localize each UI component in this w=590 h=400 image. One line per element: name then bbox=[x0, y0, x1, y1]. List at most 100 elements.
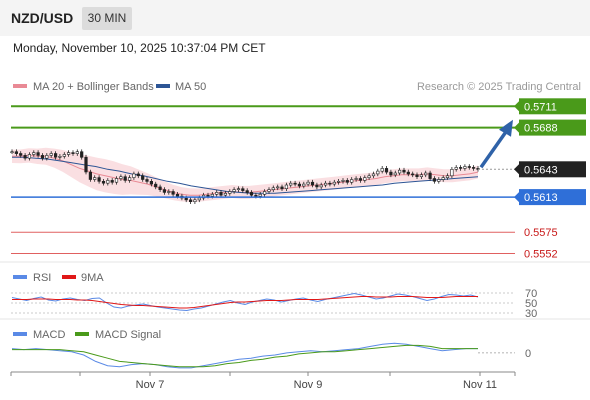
candle-body bbox=[319, 184, 323, 188]
ma20-legend-label: MA 20 + Bollinger Bands bbox=[33, 81, 154, 93]
support-value: 0.5613 bbox=[524, 192, 558, 204]
candle-body bbox=[19, 153, 23, 156]
resistance-tag bbox=[519, 98, 586, 115]
candle-body bbox=[289, 182, 293, 186]
candle-body bbox=[23, 155, 27, 159]
candle-body bbox=[437, 179, 441, 182]
x-tick-label: Nov 11 bbox=[463, 379, 497, 391]
candle-body bbox=[345, 180, 349, 183]
candle-body bbox=[40, 155, 45, 159]
last-price-tag bbox=[519, 161, 586, 178]
candle-body bbox=[228, 191, 232, 194]
candle-body bbox=[27, 154, 32, 159]
resistance-tag bbox=[519, 119, 586, 136]
last-price-value: 0.5643 bbox=[524, 164, 558, 176]
candle-body bbox=[154, 183, 158, 188]
candle-body bbox=[97, 177, 101, 182]
candle-body bbox=[276, 186, 280, 189]
candle-body bbox=[467, 166, 471, 168]
candle-body bbox=[384, 168, 389, 173]
candle-body bbox=[354, 178, 358, 180]
candle-body bbox=[315, 184, 319, 188]
candle-body bbox=[141, 175, 145, 180]
candle-body bbox=[310, 181, 315, 186]
candle-body bbox=[424, 172, 428, 176]
candle-body bbox=[215, 192, 219, 195]
candle-body bbox=[367, 175, 371, 179]
symbol-title: NZD/USD bbox=[11, 10, 74, 26]
macd-panel: 0 bbox=[11, 342, 531, 369]
interval-button[interactable]: 30 MIN bbox=[82, 7, 132, 30]
rsi-level-label: 30 bbox=[525, 308, 537, 320]
candle-body bbox=[62, 154, 66, 157]
rsi-legend-label: RSI bbox=[33, 272, 51, 284]
candle-body bbox=[189, 199, 193, 203]
candle-body bbox=[132, 173, 136, 178]
x-tick-label: Nov 9 bbox=[294, 379, 323, 391]
candle-body bbox=[432, 178, 437, 182]
candle-body bbox=[411, 173, 415, 176]
candle-body bbox=[332, 181, 336, 185]
candle-body bbox=[88, 171, 92, 180]
candle-body bbox=[445, 175, 450, 179]
candle-body bbox=[110, 180, 114, 183]
candle-body bbox=[280, 186, 284, 190]
candle-body bbox=[32, 152, 36, 155]
forecast-arrow-head bbox=[499, 119, 513, 137]
candle-body bbox=[350, 179, 354, 183]
candle-body bbox=[219, 192, 223, 196]
candle-body bbox=[49, 153, 53, 156]
candle-body bbox=[106, 180, 110, 184]
ma50-legend-swatch bbox=[156, 84, 170, 88]
candle-body bbox=[267, 189, 271, 192]
pivot-value: 0.5575 bbox=[524, 227, 558, 239]
candle-body bbox=[75, 151, 79, 154]
candle-body bbox=[84, 156, 88, 173]
candle-body bbox=[93, 177, 97, 180]
macd-signal-line bbox=[12, 344, 478, 368]
candle-body bbox=[402, 169, 406, 173]
candle-body bbox=[376, 170, 380, 175]
candle-body bbox=[254, 194, 258, 197]
candle-body bbox=[175, 194, 180, 197]
candle-body bbox=[114, 178, 119, 183]
candle-body bbox=[306, 181, 310, 185]
candle-body bbox=[193, 199, 197, 203]
pivot-value: 0.5552 bbox=[524, 249, 558, 261]
price-panel: 0.5711 0.5688 0.5643 0.5613 0.5575 0.5552 bbox=[10, 98, 586, 261]
candle-body bbox=[149, 181, 154, 185]
candle-body bbox=[197, 197, 201, 201]
candle-body bbox=[241, 188, 245, 191]
candle-body bbox=[341, 180, 345, 182]
candle-body bbox=[171, 191, 175, 195]
candle-body bbox=[302, 183, 306, 187]
candle-body bbox=[454, 167, 458, 170]
candle-body bbox=[158, 186, 162, 190]
rsi-level-label: 50 bbox=[525, 298, 537, 310]
candle-body bbox=[45, 155, 49, 159]
candle-body bbox=[184, 197, 188, 201]
candle-body bbox=[284, 184, 289, 190]
candle-body bbox=[223, 193, 228, 196]
candle-body bbox=[119, 176, 123, 179]
copyright-text: Research © 2025 Trading Central bbox=[417, 81, 581, 93]
candle-body bbox=[458, 167, 463, 169]
candle-body bbox=[450, 169, 454, 177]
resistance-value: 0.5711 bbox=[524, 101, 557, 113]
candle-body bbox=[128, 177, 132, 181]
resistance-tag-pointer bbox=[514, 101, 519, 112]
macd-legend-swatch bbox=[13, 332, 27, 336]
candle-body bbox=[245, 190, 249, 193]
rsi-ma-legend-swatch bbox=[62, 275, 76, 279]
candle-body bbox=[101, 181, 106, 184]
candle-body bbox=[463, 166, 467, 169]
candle-body bbox=[363, 177, 367, 181]
chart-datetime: Monday, November 10, 2025 10:37:04 PM CE… bbox=[13, 41, 266, 55]
macd-legend-label: MACD bbox=[33, 329, 65, 341]
macd-zero-label: 0 bbox=[525, 348, 531, 360]
candle-body bbox=[397, 169, 402, 174]
rsi-level-label: 70 bbox=[525, 288, 537, 300]
candle-body bbox=[380, 168, 384, 172]
candle-body bbox=[336, 181, 341, 183]
